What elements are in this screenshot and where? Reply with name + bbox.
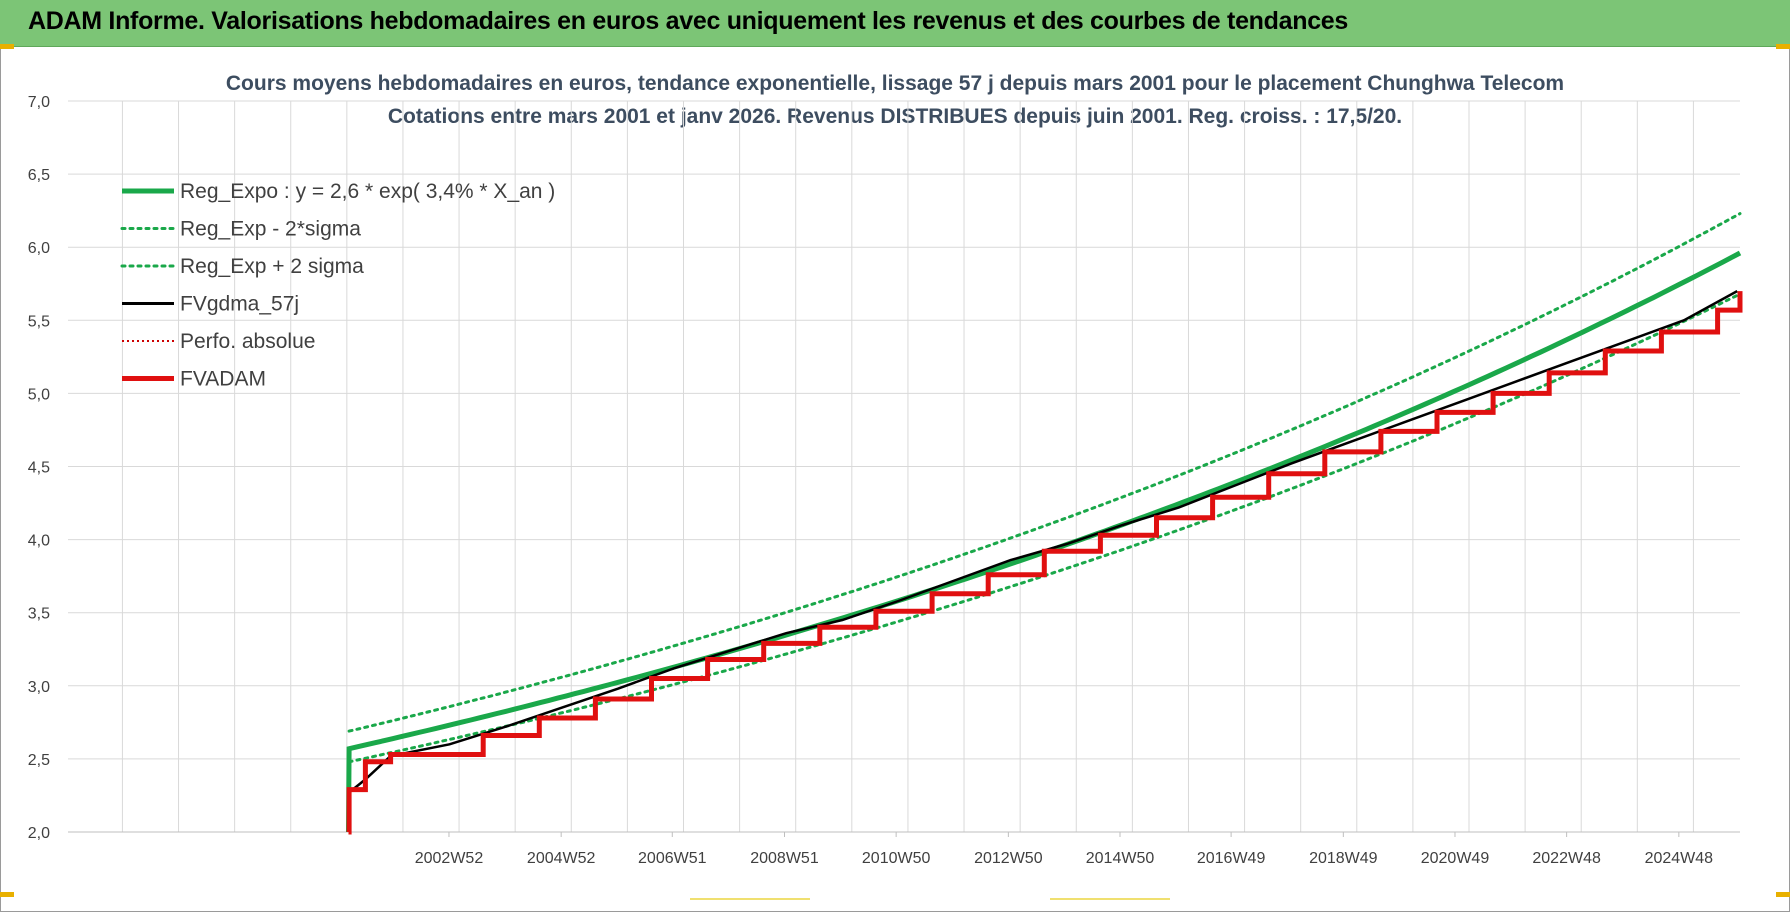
y-tick-label: 7,0 <box>28 94 50 111</box>
x-tick-label: 2004W52 <box>527 850 596 867</box>
x-tick-label: 2016W49 <box>1197 850 1266 867</box>
y-tick-label: 6,5 <box>28 167 50 184</box>
decorative-line <box>690 898 810 900</box>
corner-marker-top-left <box>0 44 14 49</box>
legend-label: Reg_Expo : y = 2,6 * exp( 3,4% * X_an ) <box>180 180 555 203</box>
legend-label: Reg_Exp + 2 sigma <box>180 255 364 278</box>
report-title: ADAM Informe. Valorisations hebdomadaire… <box>28 7 1349 35</box>
legend-label: Reg_Exp - 2*sigma <box>180 218 361 241</box>
legend-label: Perfo. absolue <box>180 330 315 353</box>
y-tick-label: 3,5 <box>28 606 50 623</box>
x-tick-label: 2020W49 <box>1421 850 1490 867</box>
y-tick-label: 5,5 <box>28 313 50 330</box>
y-tick-label: 2,5 <box>28 752 50 769</box>
x-tick-label: 2018W49 <box>1309 850 1378 867</box>
y-tick-label: 6,0 <box>28 240 50 257</box>
series-regexp-sigma-band <box>347 292 1742 764</box>
x-tick-label: 2022W48 <box>1532 850 1601 867</box>
report-banner: ADAM Informe. Valorisations hebdomadaire… <box>0 0 1790 47</box>
y-tick-label: 5,0 <box>28 386 50 403</box>
series-reg-expo <box>346 250 1742 833</box>
corner-marker-top-right <box>1776 44 1790 49</box>
corner-marker-bottom-right <box>1776 892 1790 897</box>
series-fvgdma-57j <box>348 290 1738 794</box>
legend-label: FVgdma_57j <box>180 293 299 316</box>
y-tick-label: 3,0 <box>28 679 50 696</box>
chart-title: Cours moyens hebdomadaires en euros, ten… <box>225 72 1565 95</box>
x-tick-label: 2014W50 <box>1086 850 1155 867</box>
corner-marker-bottom-left <box>0 892 14 897</box>
x-tick-label: 2010W50 <box>862 850 931 867</box>
chart-subtitle: Cotations entre mars 2001 et janv 2026. … <box>387 105 1403 128</box>
y-tick-label: 2,0 <box>28 825 50 842</box>
legend-label: FVADAM <box>180 368 266 391</box>
series-regexp-sigma-band <box>347 212 1742 733</box>
chart-legend: Reg_Expo : y = 2,6 * exp( 3,4% * X_an ) R… <box>120 180 555 391</box>
x-tick-label: 2012W50 <box>974 850 1043 867</box>
x-tick-label: 2002W52 <box>415 850 484 867</box>
x-tick-label: 2006W51 <box>638 850 707 867</box>
y-tick-label: 4,0 <box>28 533 50 550</box>
x-tick-label: 2008W51 <box>750 850 819 867</box>
y-tick-label: 4,5 <box>28 460 50 477</box>
x-tick-label: 2024W48 <box>1645 850 1714 867</box>
decorative-line <box>1050 898 1170 900</box>
series-fvadam <box>346 291 1743 835</box>
